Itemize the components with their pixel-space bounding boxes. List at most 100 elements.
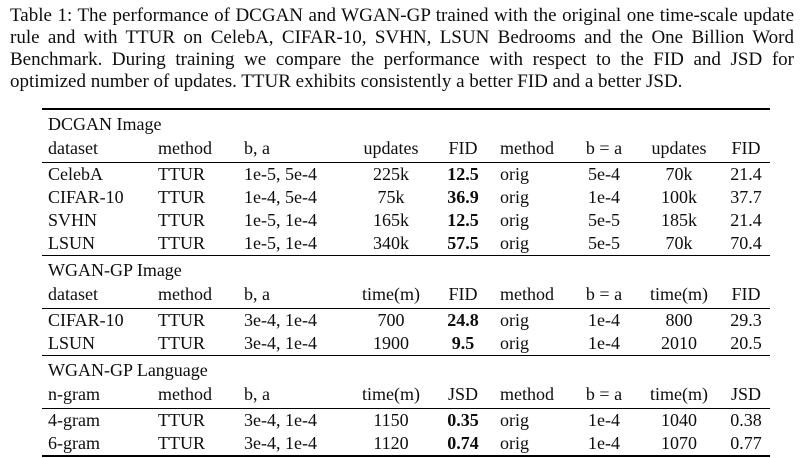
table-cell: TTUR [158,310,205,330]
table-cell: orig [500,310,529,330]
column-header: time(m) [636,382,722,409]
section-head: WGAN-GP Image dataset method b, a time(m) FID… [42,256,771,309]
column-header: method [494,282,572,309]
column-header: n-gram [42,382,152,409]
table-cell: SVHN [48,210,98,230]
table-cell: orig [500,164,529,184]
column-header: b, a [238,136,350,163]
table-cell: 1e-5, 5e-4 [244,164,317,184]
table-cell: 3e-4, 1e-4 [244,433,317,453]
column-header: FID [722,282,771,309]
column-header: time(m) [350,282,432,309]
column-header-row: dataset method b, a time(m) FID method b = a ti… [42,282,771,309]
table-cell: TTUR [158,410,205,430]
table-cell: LSUN [48,333,96,353]
column-header: time(m) [350,382,432,409]
table-cell: 1e-5, 1e-4 [244,233,317,253]
table-cell: orig [500,333,529,353]
column-header: method [152,282,238,309]
table-cell: 12.5 [447,210,479,230]
table-cell: 20.5 [730,333,762,353]
table-cell: 185k [661,210,697,230]
table-cell: TTUR [158,187,205,207]
table-cell: 70k [665,164,693,184]
table-cell: 70k [665,233,693,253]
table-cell: LSUN [48,233,96,253]
section-body: CIFAR-10 TTUR 3e-4, 1e-4 700 24.8 orig 1e-4 800… [42,309,771,356]
table-cell: 1e-4 [588,410,620,430]
table-cell: 5e-5 [588,233,620,253]
table-cell: CelebA [48,164,103,184]
table-row: CelebA TTUR 1e-5, 5e-4 225k 12.5 orig 5e-4 70k 2… [42,163,770,187]
column-header: b, a [238,382,350,409]
table-cell: 21.4 [730,164,762,184]
section-head: WGAN-GP Language n-gram method b, a time(m) J… [42,356,771,409]
table-cell: 800 [665,310,693,330]
table-cell: 29.3 [730,310,762,330]
column-header-row: n-gram method b, a time(m) JSD method b = a tim… [42,382,771,409]
table-cell: 57.5 [447,233,479,253]
table-cell: 21.4 [730,210,762,230]
column-header: b, a [238,282,350,309]
table-cell: 1e-4, 5e-4 [244,187,317,207]
table-cell: 4-gram [48,410,100,430]
table-cell: 1e-4 [588,310,620,330]
table-cell: TTUR [158,233,205,253]
table-cell: TTUR [158,333,205,353]
table-cell: orig [500,410,529,430]
table-cell: 1040 [661,410,697,430]
table-cell: 1e-5, 1e-4 [244,210,317,230]
table-cell: 165k [373,210,409,230]
section-label-row: WGAN-GP Language [42,356,770,383]
table-cell: 9.5 [451,333,475,353]
table-cell: 1120 [373,433,409,453]
table-row: LSUN TTUR 3e-4, 1e-4 1900 9.5 orig 1e-4 2010 20.… [42,332,770,356]
column-header-row: dataset method b, a updates FID method b = a up… [42,136,771,163]
table-cell: 12.5 [447,164,479,184]
section-label-row: DCGAN Image [42,109,770,136]
column-header: FID [432,282,494,309]
section-title: WGAN-GP Language [48,360,208,380]
table-cell: 3e-4, 1e-4 [244,410,317,430]
section-label-row: WGAN-GP Image [42,256,770,283]
column-header: method [152,136,238,163]
table-cell: 3e-4, 1e-4 [244,333,317,353]
table-cell: 24.8 [447,310,479,330]
section-title: DCGAN Image [48,114,162,134]
column-header: JSD [722,382,771,409]
column-header: method [152,382,238,409]
column-header: b = a [572,382,636,409]
table-cell: 5e-4 [588,164,620,184]
table-cell: 225k [373,164,409,184]
section-body: 4-gram TTUR 3e-4, 1e-4 1150 0.35 orig 1e-4 1040… [42,409,771,456]
column-header: time(m) [636,282,722,309]
column-header: FID [722,136,771,163]
column-header: updates [350,136,432,163]
table-cell: 1e-4 [588,433,620,453]
table-cell: 5e-5 [588,210,620,230]
column-header: method [494,382,572,409]
table-cell: orig [500,187,529,207]
table-cell: 0.38 [730,410,762,430]
column-header: FID [432,136,494,163]
column-header: method [494,136,572,163]
table-cell: 700 [377,310,405,330]
column-header: updates [636,136,722,163]
table-cell: 75k [377,187,405,207]
table-cell: CIFAR-10 [48,187,124,207]
column-header: dataset [42,136,152,163]
table-cell: 1070 [661,433,697,453]
table-cell: TTUR [158,164,205,184]
table-cell: 0.35 [447,410,479,430]
table-cell: 36.9 [447,187,479,207]
table-cell: 1e-4 [588,187,620,207]
section-title: WGAN-GP Image [48,260,182,280]
column-header: dataset [42,282,152,309]
column-header: JSD [432,382,494,409]
table-cell: 1900 [373,333,409,353]
table-row: CIFAR-10 TTUR 1e-4, 5e-4 75k 36.9 orig 1e-4 100… [42,186,770,209]
table-cell: 70.4 [730,233,762,253]
column-header: b = a [572,282,636,309]
table-cell: orig [500,433,529,453]
